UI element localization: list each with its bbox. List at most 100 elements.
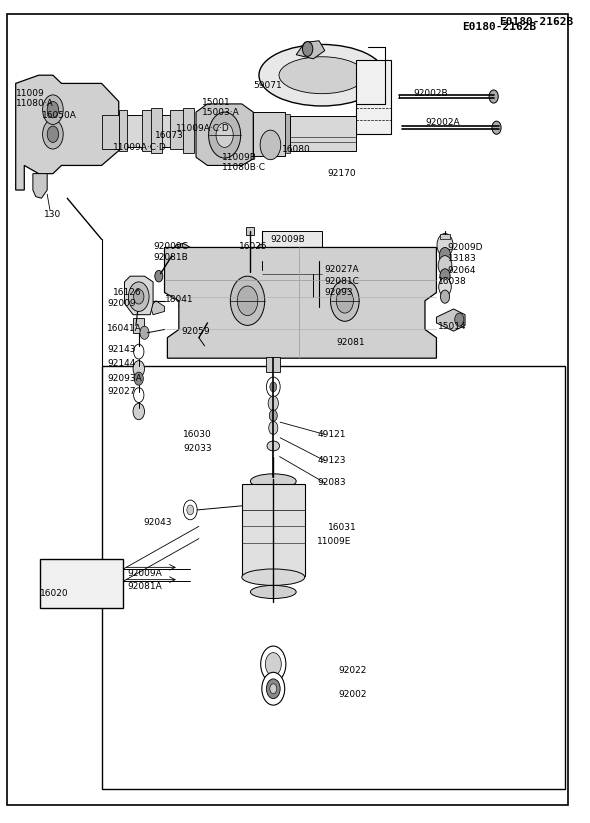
Text: 13183: 13183: [448, 254, 477, 263]
Text: 16025: 16025: [239, 242, 268, 251]
Bar: [133, 318, 145, 332]
Text: 92002: 92002: [338, 690, 366, 699]
Circle shape: [129, 282, 149, 311]
Bar: [247, 227, 254, 235]
Circle shape: [42, 119, 63, 149]
Circle shape: [237, 286, 258, 315]
Bar: [101, 114, 119, 149]
Polygon shape: [173, 244, 199, 277]
Circle shape: [134, 372, 143, 385]
Circle shape: [440, 290, 450, 303]
Circle shape: [267, 377, 280, 397]
Polygon shape: [124, 277, 153, 314]
Text: 92022: 92022: [338, 666, 366, 675]
Text: 11009E: 11009E: [317, 537, 352, 546]
Text: 92144: 92144: [107, 360, 136, 369]
Text: 11009B: 11009B: [222, 153, 257, 162]
Circle shape: [438, 256, 452, 276]
Polygon shape: [165, 248, 437, 358]
Bar: [142, 109, 156, 151]
Text: 59071: 59071: [253, 81, 282, 91]
Circle shape: [330, 281, 359, 321]
Text: 92009A: 92009A: [127, 569, 162, 578]
Circle shape: [312, 261, 326, 281]
Text: 92093A: 92093A: [107, 374, 142, 384]
Text: 92009C: 92009C: [153, 242, 188, 251]
Circle shape: [269, 410, 277, 421]
Circle shape: [262, 672, 285, 705]
Ellipse shape: [250, 585, 296, 598]
Bar: [253, 112, 285, 156]
Bar: [119, 109, 127, 151]
Text: 92009: 92009: [107, 299, 136, 308]
Text: 92033: 92033: [183, 444, 212, 453]
Ellipse shape: [279, 57, 365, 94]
Circle shape: [270, 684, 277, 694]
Bar: [267, 357, 280, 372]
Circle shape: [270, 382, 277, 392]
Text: 11080·A: 11080·A: [16, 99, 54, 108]
Circle shape: [216, 123, 233, 147]
Circle shape: [155, 271, 163, 282]
Text: 92081A: 92081A: [127, 582, 162, 591]
Bar: [101, 366, 565, 788]
Circle shape: [440, 269, 450, 284]
Bar: [242, 484, 305, 575]
Ellipse shape: [242, 569, 305, 585]
Polygon shape: [33, 174, 47, 198]
Text: 16126: 16126: [113, 288, 142, 297]
Text: 16073: 16073: [155, 131, 183, 140]
Text: 92009B: 92009B: [270, 235, 305, 244]
Circle shape: [140, 326, 149, 339]
Polygon shape: [196, 104, 253, 165]
Text: 92043: 92043: [143, 518, 172, 527]
Text: 49123: 49123: [317, 456, 346, 465]
Text: 92081: 92081: [336, 338, 365, 347]
Bar: [152, 108, 162, 153]
Circle shape: [133, 388, 144, 402]
Circle shape: [437, 234, 453, 257]
Text: 16030: 16030: [183, 430, 212, 439]
Text: 49121: 49121: [317, 430, 346, 439]
Polygon shape: [179, 282, 242, 323]
Text: 92002B: 92002B: [414, 89, 448, 98]
Text: 16038: 16038: [438, 277, 466, 286]
Circle shape: [261, 646, 286, 682]
Polygon shape: [437, 309, 465, 331]
Circle shape: [202, 289, 219, 313]
Bar: [440, 234, 450, 239]
Text: 15014: 15014: [438, 322, 466, 331]
Text: 15003·A: 15003·A: [202, 109, 240, 118]
Polygon shape: [16, 75, 119, 190]
Text: 18041: 18041: [165, 295, 193, 305]
Text: 92170: 92170: [327, 170, 356, 178]
Ellipse shape: [267, 441, 280, 451]
Circle shape: [303, 42, 313, 56]
Circle shape: [133, 290, 144, 304]
Circle shape: [266, 653, 281, 676]
Bar: [285, 114, 290, 153]
Circle shape: [257, 268, 267, 281]
Circle shape: [133, 344, 144, 359]
Circle shape: [256, 244, 267, 261]
Text: 11080B·C: 11080B·C: [222, 163, 266, 171]
Circle shape: [455, 313, 464, 326]
Circle shape: [489, 90, 498, 103]
Circle shape: [42, 95, 63, 124]
Circle shape: [187, 505, 194, 515]
Text: 92083: 92083: [317, 478, 346, 487]
Ellipse shape: [250, 474, 296, 489]
Circle shape: [209, 112, 241, 158]
Circle shape: [183, 500, 197, 520]
Text: 92081C: 92081C: [325, 277, 360, 286]
Text: 11009: 11009: [16, 89, 44, 98]
Text: 16080: 16080: [282, 145, 310, 154]
Text: 92009D: 92009D: [448, 243, 483, 252]
Circle shape: [47, 101, 58, 118]
Circle shape: [268, 421, 278, 435]
Text: 16020: 16020: [40, 589, 69, 598]
Text: 11009A·C·D: 11009A·C·D: [113, 143, 167, 152]
Text: 92002A: 92002A: [425, 119, 460, 128]
Text: 15001: 15001: [202, 98, 231, 107]
Polygon shape: [150, 300, 165, 314]
